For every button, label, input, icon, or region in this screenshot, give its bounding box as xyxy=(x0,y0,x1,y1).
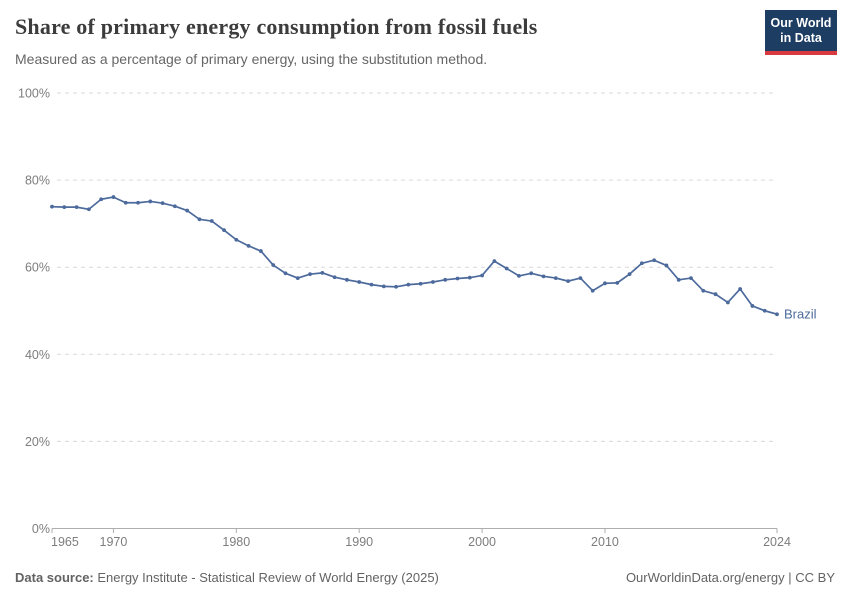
data-point[interactable] xyxy=(357,280,362,284)
y-tick-label-80%: 80% xyxy=(25,174,50,188)
data-point[interactable] xyxy=(627,272,632,277)
data-point[interactable] xyxy=(762,308,767,313)
data-point[interactable] xyxy=(185,208,190,213)
series-line-brazil[interactable] xyxy=(51,196,778,316)
license-note[interactable]: OurWorldinData.org/energy | CC BY xyxy=(625,570,835,585)
data-point[interactable] xyxy=(713,292,718,297)
data-point[interactable] xyxy=(222,228,226,233)
data-point[interactable] xyxy=(566,279,571,284)
data-point[interactable] xyxy=(197,217,202,222)
x-tick-label-2024: 2024 xyxy=(763,535,791,549)
data-point[interactable] xyxy=(160,201,165,206)
x-tick-label-1990: 1990 xyxy=(345,535,373,549)
y-tick-label-20%: 20% xyxy=(25,435,50,449)
data-point[interactable] xyxy=(480,273,484,278)
data-point[interactable] xyxy=(283,271,288,276)
data-point[interactable] xyxy=(62,205,67,210)
data-point[interactable] xyxy=(123,200,128,205)
data-source-label: Data source: xyxy=(15,570,94,585)
data-point[interactable] xyxy=(345,277,349,282)
data-point[interactable] xyxy=(603,281,607,286)
x-tick-label-1970: 1970 xyxy=(100,535,128,549)
owid-logo-line1: Our World xyxy=(770,16,832,30)
data-point[interactable] xyxy=(406,282,411,287)
data-point[interactable] xyxy=(74,205,79,210)
y-tick-label-100%: 100% xyxy=(18,87,50,101)
data-point[interactable] xyxy=(738,287,743,291)
data-point[interactable] xyxy=(529,271,534,276)
data-point[interactable] xyxy=(504,266,509,271)
y-tick-label-0%: 0% xyxy=(32,522,50,536)
y-tick-label-40%: 40% xyxy=(25,348,50,362)
data-point[interactable] xyxy=(676,277,681,282)
data-point[interactable] xyxy=(689,276,693,280)
data-point[interactable] xyxy=(578,276,583,280)
owid-logo[interactable]: Our World in Data xyxy=(765,10,837,55)
data-point[interactable] xyxy=(332,275,337,280)
data-point[interactable] xyxy=(615,280,620,285)
data-point[interactable] xyxy=(246,243,251,248)
data-point[interactable] xyxy=(394,284,398,289)
data-point[interactable] xyxy=(172,204,177,209)
data-point[interactable] xyxy=(455,276,460,281)
page-subtitle: Measured as a percentage of primary ener… xyxy=(15,51,488,67)
data-point[interactable] xyxy=(271,263,276,267)
data-point[interactable] xyxy=(750,304,755,308)
data-point[interactable] xyxy=(258,249,263,253)
y-tick-label-60%: 60% xyxy=(25,261,50,275)
data-point[interactable] xyxy=(541,274,546,279)
data-point[interactable] xyxy=(50,204,54,209)
data-point[interactable] xyxy=(369,282,374,287)
data-point[interactable] xyxy=(99,197,104,202)
data-point[interactable] xyxy=(320,270,325,275)
data-point[interactable] xyxy=(517,274,521,278)
x-tick-label-1980: 1980 xyxy=(222,535,250,549)
data-source-text: Energy Institute - Statistical Review of… xyxy=(93,570,439,585)
chart-footer: Data source: Energy Institute - Statisti… xyxy=(15,570,835,585)
data-point[interactable] xyxy=(590,288,595,293)
data-point[interactable] xyxy=(418,281,423,286)
data-point[interactable] xyxy=(431,280,435,284)
data-source: Data source: Energy Institute - Statisti… xyxy=(15,570,439,585)
data-point[interactable] xyxy=(443,277,448,282)
x-tick-label-1965: 1965 xyxy=(51,535,79,549)
data-point[interactable] xyxy=(234,237,239,242)
series-label-brazil[interactable]: Brazil xyxy=(784,307,817,322)
x-tick-label-2010: 2010 xyxy=(591,535,619,549)
data-point[interactable] xyxy=(701,288,706,293)
data-point[interactable] xyxy=(639,261,644,266)
data-point[interactable] xyxy=(553,276,558,280)
data-point[interactable] xyxy=(136,200,140,205)
x-tick-label-2000: 2000 xyxy=(468,535,496,549)
data-point[interactable] xyxy=(111,195,116,199)
data-point[interactable] xyxy=(148,199,153,204)
data-point[interactable] xyxy=(492,259,497,264)
data-point[interactable] xyxy=(725,300,730,305)
page-title: Share of primary energy consumption from… xyxy=(15,14,538,39)
data-point[interactable] xyxy=(86,207,91,212)
owid-logo-line2: in Data xyxy=(780,31,822,45)
data-point[interactable] xyxy=(664,263,669,268)
data-point[interactable] xyxy=(467,275,472,280)
data-point[interactable] xyxy=(209,219,214,223)
data-point[interactable] xyxy=(652,258,657,263)
data-point[interactable] xyxy=(381,284,386,289)
data-point[interactable] xyxy=(308,272,312,277)
data-point[interactable] xyxy=(775,312,779,317)
data-point[interactable] xyxy=(295,276,300,280)
